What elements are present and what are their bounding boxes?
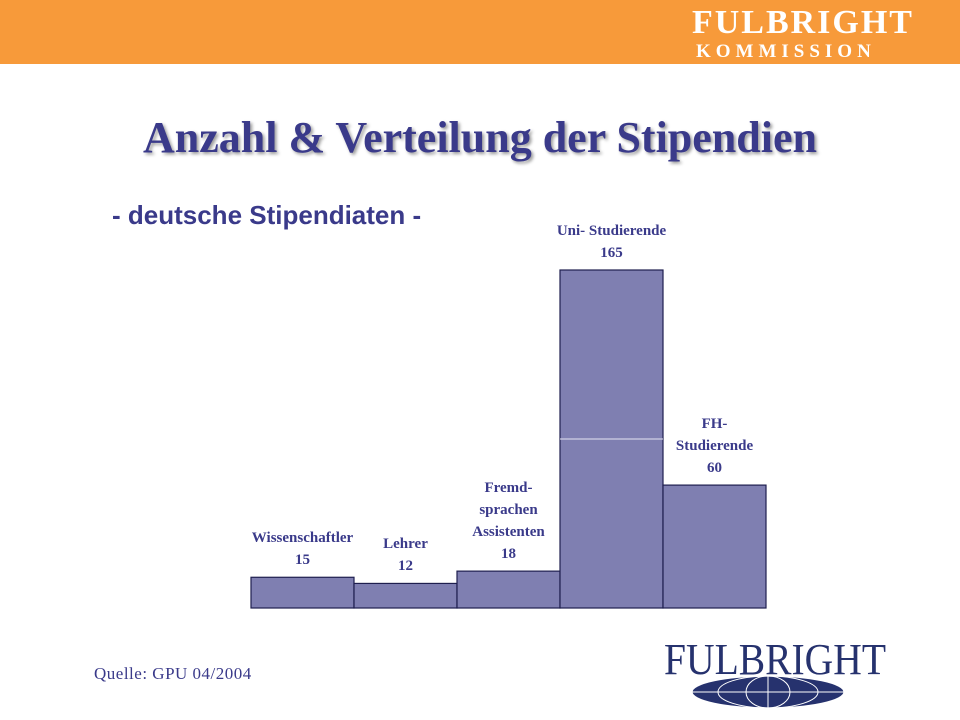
source-note: Quelle: GPU 04/2004	[94, 664, 252, 683]
bar-1	[250, 576, 355, 609]
logo-line-kommission: KOMMISSION	[695, 41, 876, 62]
bar-5	[662, 484, 767, 609]
page-title: Anzahl & Verteilung der Stipendien	[143, 113, 817, 162]
bar-2	[353, 582, 458, 609]
bar-3	[456, 570, 561, 609]
header-band: FULBRIGHT KOMMISSION	[0, 0, 960, 64]
globe-icon	[691, 675, 845, 709]
fulbright-kommission-logo: FULBRIGHT KOMMISSION	[691, 4, 914, 62]
logo-line-fulbright: FULBRIGHT	[691, 4, 914, 41]
fulbright-globe-logo: FULBRIGHT	[664, 635, 886, 709]
page-subtitle: - deutsche Stipendiaten -	[112, 200, 422, 230]
footer-logo-text: FULBRIGHT	[664, 635, 886, 684]
